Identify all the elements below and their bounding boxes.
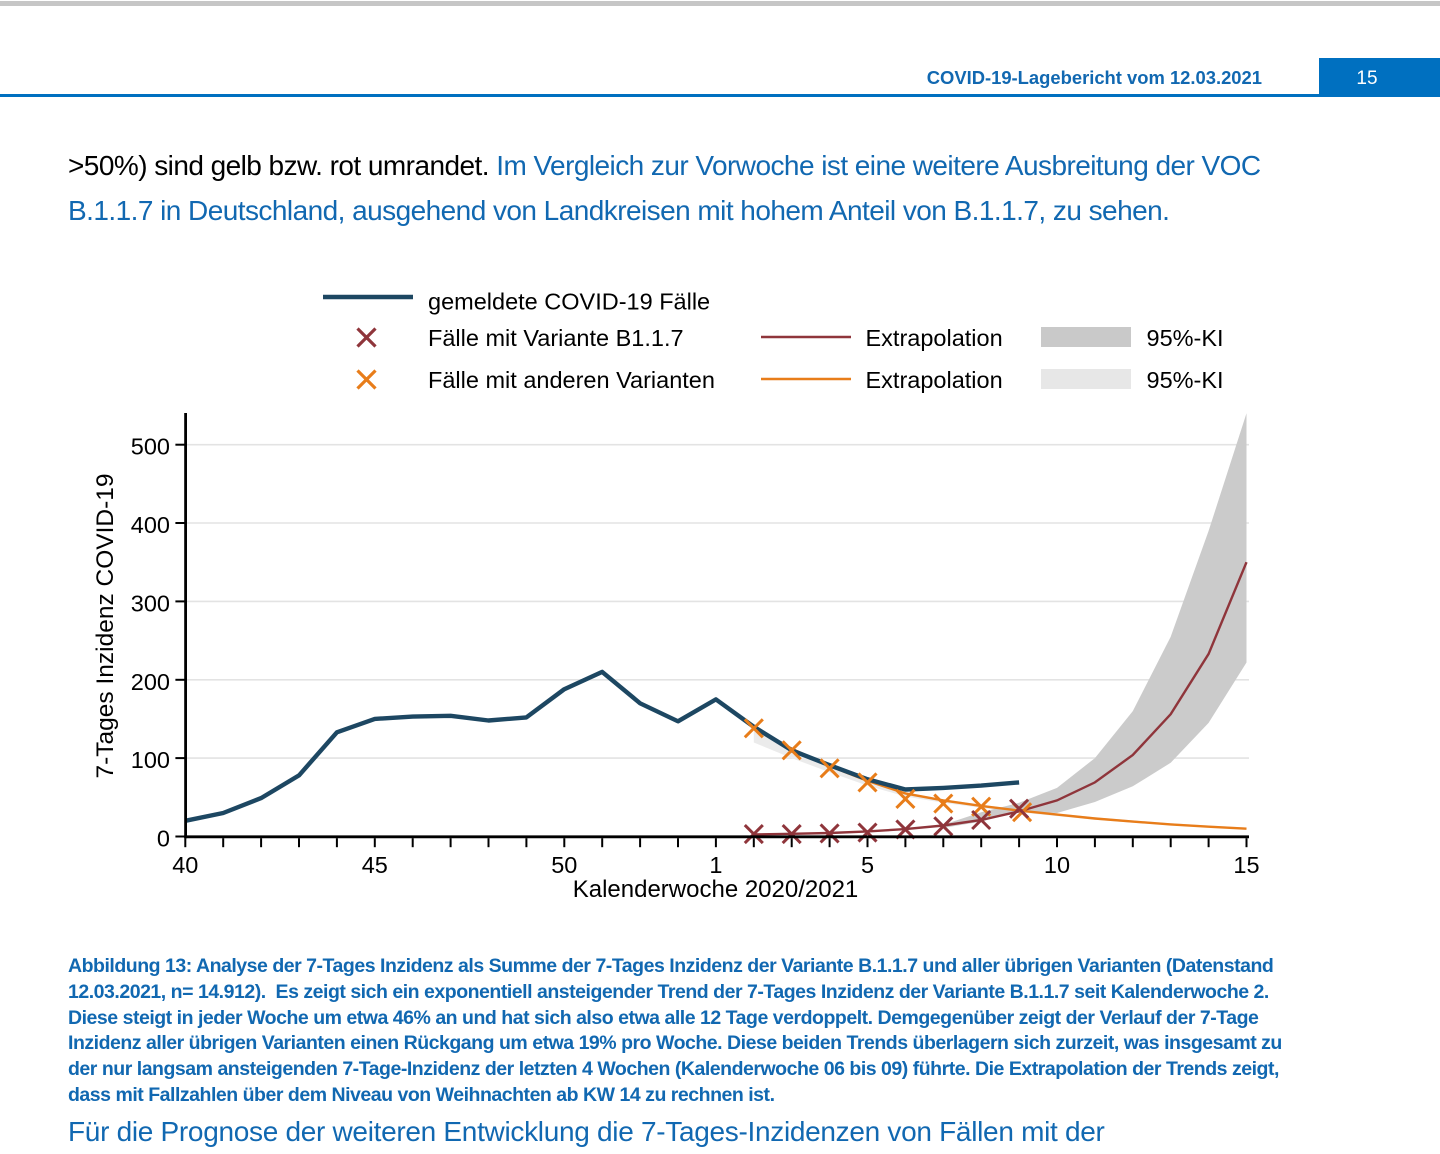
svg-text:400: 400 [131, 512, 170, 538]
svg-text:7-Tages Inzidenz COVID-19: 7-Tages Inzidenz COVID-19 [92, 473, 119, 778]
svg-text:95%-KI: 95%-KI [1147, 367, 1224, 393]
svg-text:Extrapolation: Extrapolation [866, 367, 1003, 393]
svg-text:5: 5 [861, 852, 874, 878]
svg-text:100: 100 [131, 747, 170, 773]
svg-text:95%-KI: 95%-KI [1147, 325, 1224, 351]
svg-text:Kalenderwoche 2020/2021: Kalenderwoche 2020/2021 [573, 876, 859, 903]
svg-text:Fälle mit Variante B1.1.7: Fälle mit Variante B1.1.7 [428, 325, 684, 351]
svg-text:50: 50 [551, 852, 577, 878]
svg-text:Fälle mit anderen Varianten: Fälle mit anderen Varianten [428, 367, 715, 393]
svg-text:15: 15 [1233, 852, 1259, 878]
svg-text:45: 45 [362, 852, 388, 878]
svg-text:gemeldete COVID-19 Fälle: gemeldete COVID-19 Fälle [428, 289, 710, 315]
svg-text:40: 40 [172, 852, 198, 878]
svg-text:1: 1 [709, 852, 722, 878]
svg-text:10: 10 [1044, 852, 1070, 878]
svg-text:200: 200 [131, 669, 170, 695]
svg-text:Extrapolation: Extrapolation [866, 325, 1003, 351]
svg-text:0: 0 [157, 826, 170, 852]
svg-text:500: 500 [131, 434, 170, 460]
svg-text:300: 300 [131, 590, 170, 616]
